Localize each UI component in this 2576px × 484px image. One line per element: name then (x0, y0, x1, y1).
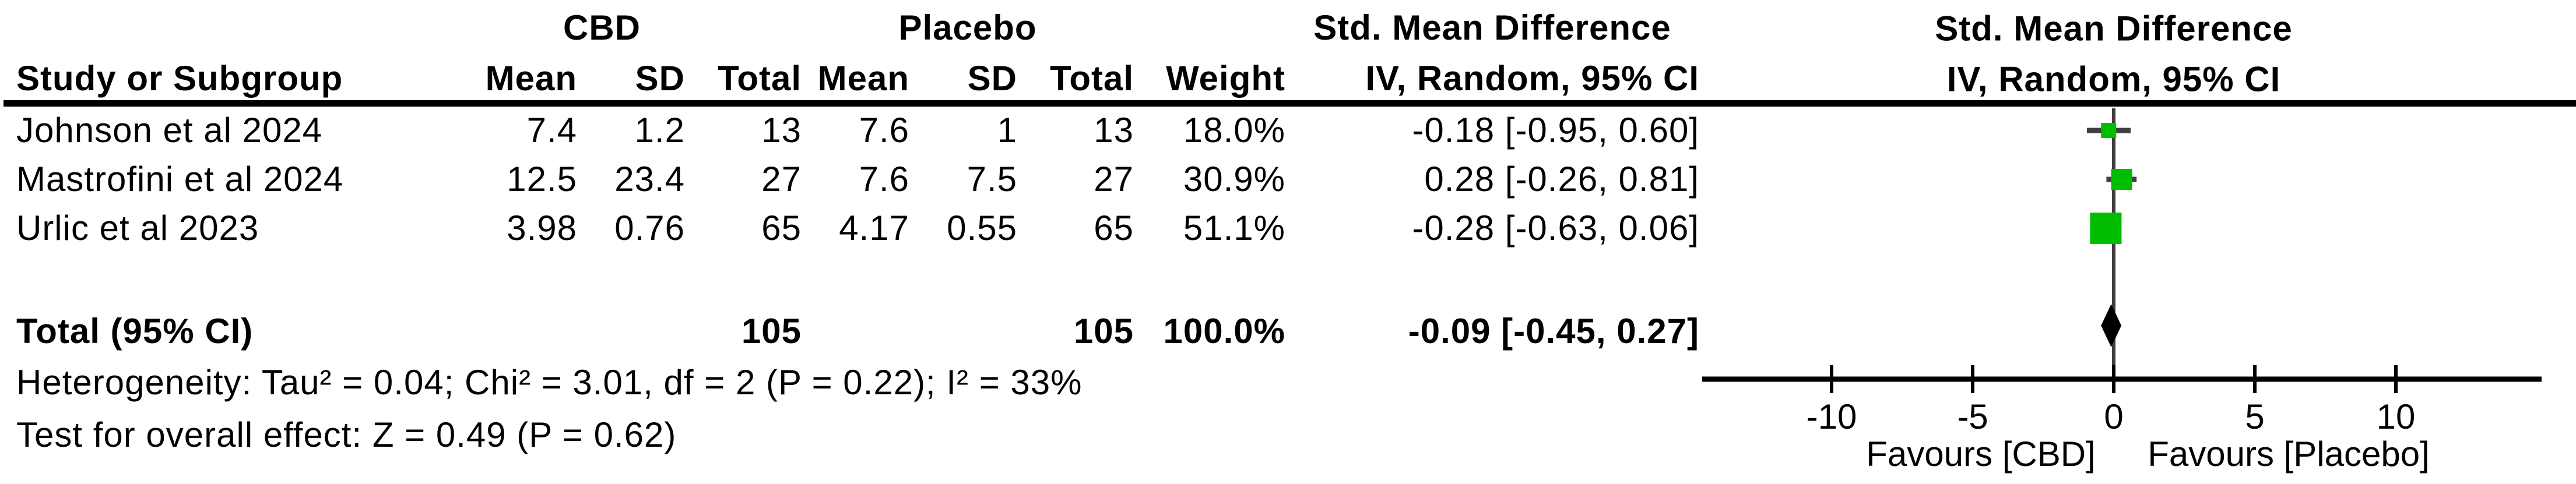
cbd-mean-value: 7.4 (526, 111, 577, 150)
col-header-cbd-sd: SD (635, 59, 685, 98)
study-marker (2111, 169, 2132, 190)
col-header-weight: Weight (1166, 59, 1285, 98)
header-underline (3, 100, 2576, 107)
axis-tick-label: 0 (2104, 397, 2123, 436)
overall-effect-row: Test for overall effect: Z = 0.49 (P = 0… (0, 409, 1699, 461)
table-row: Johnson et al 2024 7.4 1.2 13 7.6 1 13 1… (0, 106, 1699, 155)
placebo-sd-value: 0.55 (947, 209, 1017, 248)
weight-value: 30.9% (1183, 160, 1285, 199)
heterogeneity-row: Heterogeneity: Tau² = 0.04; Chi² = 3.01,… (0, 356, 1699, 409)
total-row: Total (95% CI) 105 105 100.0% -0.09 [-0.… (0, 306, 1699, 356)
study-name: Johnson et al 2024 (16, 111, 323, 150)
placebo-sd-value: 7.5 (967, 160, 1017, 199)
col-header-cbd-mean: Mean (485, 59, 577, 98)
cbd-sd-value: 0.76 (614, 209, 685, 248)
col-header-placebo-total: Total (1050, 59, 1134, 98)
heterogeneity-text: Heterogeneity: Tau² = 0.04; Chi² = 3.01,… (16, 363, 1083, 402)
table-row: Mastrofini et al 2024 12.5 23.4 27 7.6 7… (0, 155, 1699, 204)
total-ci: -0.09 [-0.45, 0.27] (1408, 312, 1699, 351)
placebo-total-value: 27 (1094, 160, 1134, 199)
column-header-row: Study or Subgroup Mean SD Total Mean SD … (0, 56, 1699, 101)
total-cbd-n: 105 (741, 312, 802, 351)
group-header-placebo: Placebo (898, 8, 1037, 47)
group-header-row: CBD Placebo Std. Mean Difference (0, 0, 1699, 56)
total-weight: 100.0% (1163, 312, 1285, 351)
col-header-placebo-mean: Mean (817, 59, 909, 98)
cbd-sd-value: 1.2 (634, 111, 685, 150)
placebo-total-value: 13 (1094, 111, 1134, 150)
table-row: Urlic et al 2023 3.98 0.76 65 4.17 0.55 … (0, 204, 1699, 253)
cbd-total-value: 27 (761, 160, 802, 199)
study-marker (2101, 123, 2117, 138)
placebo-mean-value: 7.6 (859, 111, 909, 150)
group-header-smd-right: Std. Mean Difference (1935, 9, 2293, 48)
study-name: Urlic et al 2023 (16, 209, 259, 248)
axis-tick-label: 5 (2245, 397, 2264, 436)
total-label: Total (95% CI) (16, 312, 254, 351)
cbd-mean-value: 3.98 (507, 209, 577, 248)
weight-value: 51.1% (1183, 209, 1285, 248)
cbd-total-value: 65 (761, 209, 802, 248)
group-header-cbd: CBD (563, 8, 641, 47)
row-spacer (0, 253, 1699, 306)
col-header-placebo-sd: SD (967, 59, 1017, 98)
weight-value: 18.0% (1183, 111, 1285, 150)
placebo-mean-value: 4.17 (839, 209, 909, 248)
study-marker (2090, 213, 2122, 244)
total-placebo-n: 105 (1073, 312, 1134, 351)
ci-value: 0.28 [-0.26, 0.81] (1424, 160, 1699, 199)
axis-tick-label: -10 (1807, 397, 1857, 436)
cbd-total-value: 13 (761, 111, 802, 150)
axis-tick-label: 10 (2377, 397, 2416, 436)
summary-diamond (2101, 304, 2122, 347)
favours-label: Favours [Placebo] (2148, 434, 2430, 474)
col-header-ci-right: IV, Random, 95% CI (1946, 59, 2281, 99)
forest-plot-table: CBD Placebo Std. Mean Difference Study o… (0, 0, 1699, 461)
col-header-cbd-total: Total (718, 59, 802, 98)
ci-value: -0.28 [-0.63, 0.06] (1412, 209, 1699, 248)
ci-value: -0.18 [-0.95, 0.60] (1412, 111, 1699, 150)
overall-effect-text: Test for overall effect: Z = 0.49 (P = 0… (16, 415, 677, 454)
placebo-sd-value: 1 (997, 111, 1017, 150)
placebo-total-value: 65 (1094, 209, 1134, 248)
placebo-mean-value: 7.6 (859, 160, 909, 199)
favours-label: Favours [CBD] (1866, 434, 2095, 474)
cbd-sd-value: 23.4 (614, 160, 685, 199)
axis-tick-label: -5 (1957, 397, 1988, 436)
cbd-mean-value: 12.5 (507, 160, 577, 199)
study-name: Mastrofini et al 2024 (16, 160, 344, 199)
group-header-smd-left: Std. Mean Difference (1313, 8, 1671, 47)
col-header-study: Study or Subgroup (16, 59, 343, 98)
col-header-ci-left: IV, Random, 95% CI (1365, 59, 1699, 98)
